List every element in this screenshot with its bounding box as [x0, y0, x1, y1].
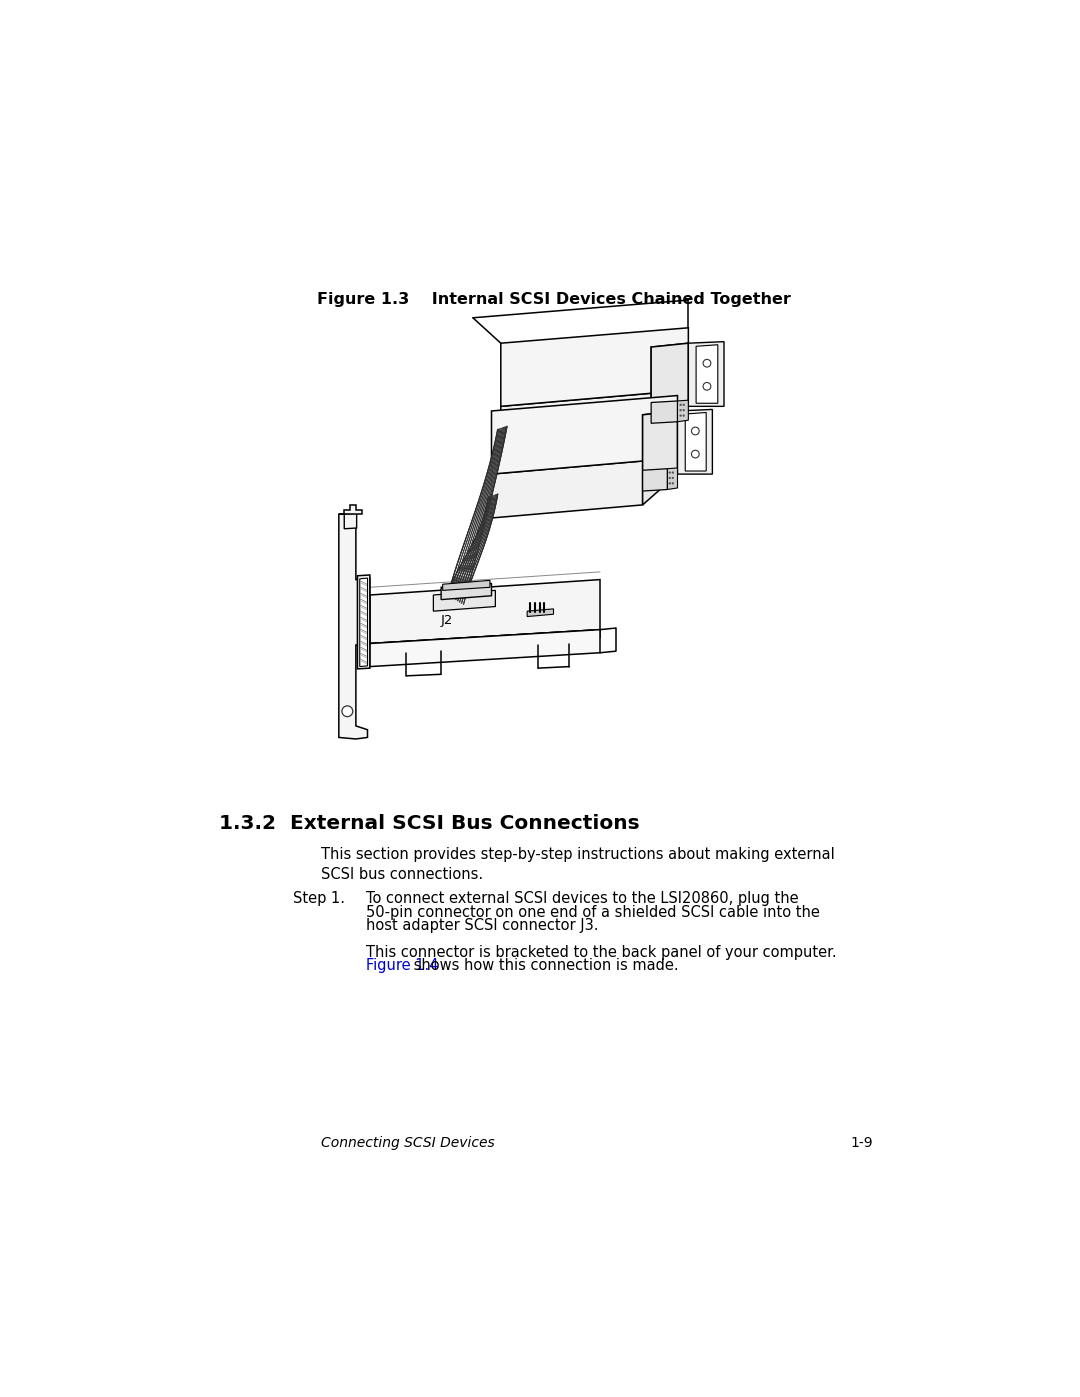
Polygon shape [360, 578, 367, 666]
Polygon shape [677, 409, 713, 474]
Text: Figure 1.4: Figure 1.4 [366, 958, 438, 974]
Circle shape [679, 409, 681, 411]
Polygon shape [451, 429, 501, 598]
Polygon shape [456, 427, 503, 601]
Circle shape [683, 415, 685, 416]
Text: host adapter SCSI connector J3.: host adapter SCSI connector J3. [366, 918, 598, 933]
Polygon shape [458, 427, 504, 602]
Polygon shape [450, 429, 500, 598]
Text: Figure 1.3    Internal SCSI Devices Chained Together: Figure 1.3 Internal SCSI Devices Chained… [316, 292, 791, 307]
Polygon shape [433, 591, 496, 610]
Polygon shape [458, 495, 496, 602]
Polygon shape [454, 496, 494, 599]
Polygon shape [667, 468, 677, 489]
Polygon shape [501, 393, 651, 450]
Circle shape [691, 427, 699, 434]
Polygon shape [369, 580, 600, 644]
Text: J2: J2 [441, 615, 454, 627]
Polygon shape [651, 401, 677, 423]
Circle shape [683, 404, 685, 407]
Text: Connecting SCSI Devices: Connecting SCSI Devices [321, 1136, 495, 1150]
Polygon shape [448, 429, 499, 597]
Text: 1-9: 1-9 [850, 1136, 873, 1150]
Polygon shape [651, 344, 688, 437]
Polygon shape [461, 495, 498, 605]
Polygon shape [501, 328, 688, 407]
Text: 50-pin connector on one end of a shielded SCSI cable into the: 50-pin connector on one end of a shielde… [366, 904, 820, 919]
Polygon shape [697, 345, 718, 404]
Text: This connector is bracketed to the back panel of your computer.: This connector is bracketed to the back … [366, 946, 837, 960]
Polygon shape [688, 342, 724, 407]
Polygon shape [339, 504, 362, 514]
Polygon shape [443, 580, 490, 591]
Polygon shape [677, 400, 688, 422]
Text: shows how this connection is made.: shows how this connection is made. [409, 958, 679, 974]
Polygon shape [450, 496, 490, 598]
Polygon shape [339, 513, 369, 739]
Polygon shape [643, 469, 667, 490]
Circle shape [703, 383, 711, 390]
Polygon shape [441, 584, 491, 599]
Circle shape [683, 409, 685, 411]
Polygon shape [685, 412, 706, 471]
Polygon shape [461, 426, 507, 605]
Circle shape [672, 482, 674, 485]
Polygon shape [454, 427, 502, 599]
Polygon shape [345, 513, 356, 529]
Polygon shape [491, 395, 677, 474]
Polygon shape [643, 411, 677, 504]
Polygon shape [460, 426, 505, 604]
Text: To connect external SCSI devices to the LSI20860, plug the: To connect external SCSI devices to the … [366, 891, 798, 907]
Text: This section provides step-by-step instructions about making external
SCSI bus c: This section provides step-by-step instr… [321, 847, 835, 882]
Circle shape [691, 450, 699, 458]
Circle shape [703, 359, 711, 367]
Polygon shape [357, 576, 369, 669]
Polygon shape [527, 609, 554, 616]
Circle shape [342, 705, 353, 717]
Text: Step 1.: Step 1. [293, 891, 346, 907]
Circle shape [669, 482, 671, 485]
Polygon shape [369, 630, 600, 651]
Polygon shape [448, 497, 489, 597]
Circle shape [679, 415, 681, 416]
Circle shape [669, 471, 671, 474]
Polygon shape [369, 630, 600, 666]
Polygon shape [456, 496, 495, 601]
Polygon shape [460, 495, 497, 604]
Circle shape [672, 476, 674, 479]
Circle shape [672, 471, 674, 474]
Polygon shape [451, 496, 491, 598]
Polygon shape [491, 461, 643, 518]
Circle shape [669, 476, 671, 479]
Circle shape [679, 404, 681, 407]
Text: 1.3.2  External SCSI Bus Connections: 1.3.2 External SCSI Bus Connections [218, 814, 639, 834]
